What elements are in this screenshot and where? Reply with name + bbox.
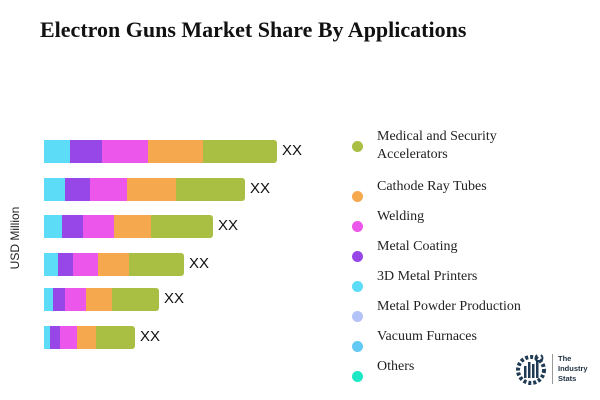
industry-stats-logo: The Industry Stats (514, 352, 588, 386)
bar-segment (114, 215, 151, 238)
bar-segment (44, 140, 70, 163)
bar-segment (53, 288, 65, 311)
bar-segment (83, 215, 114, 238)
bar-segment (129, 253, 184, 276)
legend-label: Others (377, 359, 415, 374)
chart-title: Electron Guns Market Share By Applicatio… (40, 17, 467, 42)
bar-segment (50, 326, 60, 349)
bar-segment (65, 178, 90, 201)
bar-segment (96, 326, 135, 349)
legend-label: Cathode Ray Tubes (377, 179, 487, 194)
bar-segment (65, 288, 86, 311)
logo-text: The Industry Stats (552, 354, 588, 384)
gear-wrench-logo-icon (516, 354, 546, 385)
legend-item: Medical and Security Accelerators (352, 128, 552, 164)
stacked-bar (44, 178, 245, 201)
bar-value-label: XX (189, 255, 210, 272)
bar-segment (44, 253, 58, 276)
bar-segment (112, 288, 159, 311)
bar-segment (77, 326, 96, 349)
legend-item: Metal Coating (352, 238, 552, 262)
bar-segment (44, 326, 50, 349)
legend-dot-icon (352, 281, 363, 292)
bar-segment (148, 140, 203, 163)
bar-segment (70, 140, 102, 163)
legend-item: Cathode Ray Tubes (352, 178, 552, 202)
legend-dot-icon (352, 341, 363, 352)
stacked-bar (44, 253, 184, 276)
bar-segment (44, 215, 62, 238)
legend-dot-icon (352, 141, 363, 152)
bar-segment (203, 140, 277, 163)
bar-segment (73, 253, 98, 276)
bar-segment (127, 178, 176, 201)
legend-item: 3D Metal Printers (352, 268, 552, 292)
legend-label: Metal Powder Production (377, 299, 521, 314)
bar-segment (44, 288, 53, 311)
legend-dot-icon (352, 221, 363, 232)
legend-dot-icon (352, 251, 363, 262)
bar-value-label: XX (282, 142, 303, 159)
bar-segment (58, 253, 73, 276)
bar-segment (151, 215, 213, 238)
legend-item: Metal Powder Production (352, 298, 552, 322)
stacked-bar (44, 215, 213, 238)
logo-line-2: Industry (558, 364, 588, 373)
bar-segment (44, 178, 65, 201)
bar-segment (176, 178, 245, 201)
legend-item: Welding (352, 208, 552, 232)
logo-line-1: The (558, 354, 572, 363)
legend-item: Others (352, 358, 552, 382)
bar-segment (62, 215, 83, 238)
legend-label: Welding (377, 209, 425, 224)
stacked-bar (44, 140, 277, 163)
bar-segment (102, 140, 148, 163)
logo-line-3: Stats (558, 374, 577, 383)
legend-dot-icon (352, 311, 363, 322)
bar-segment (98, 253, 129, 276)
bar-value-label: XX (164, 290, 185, 307)
bar-segment (90, 178, 127, 201)
legend-dot-icon (352, 371, 363, 382)
bar-segment (86, 288, 112, 311)
legend-label: 3D Metal Printers (377, 269, 478, 284)
bar-value-label: XX (250, 180, 271, 197)
stacked-bar (44, 288, 159, 311)
bar-value-label: XX (140, 328, 161, 345)
stacked-bar (44, 326, 135, 349)
bar-chart-area: XX XX XX XX XX XX (44, 140, 303, 349)
legend-item: Vacuum Furnaces (352, 328, 552, 352)
legend-label: Vacuum Furnaces (377, 329, 477, 344)
bar-value-label: XX (218, 217, 239, 234)
legend-label: Medical and Security Accelerators (377, 129, 497, 162)
legend-label: Metal Coating (377, 239, 458, 254)
legend-dot-icon (352, 191, 363, 202)
bar-segment (60, 326, 77, 349)
